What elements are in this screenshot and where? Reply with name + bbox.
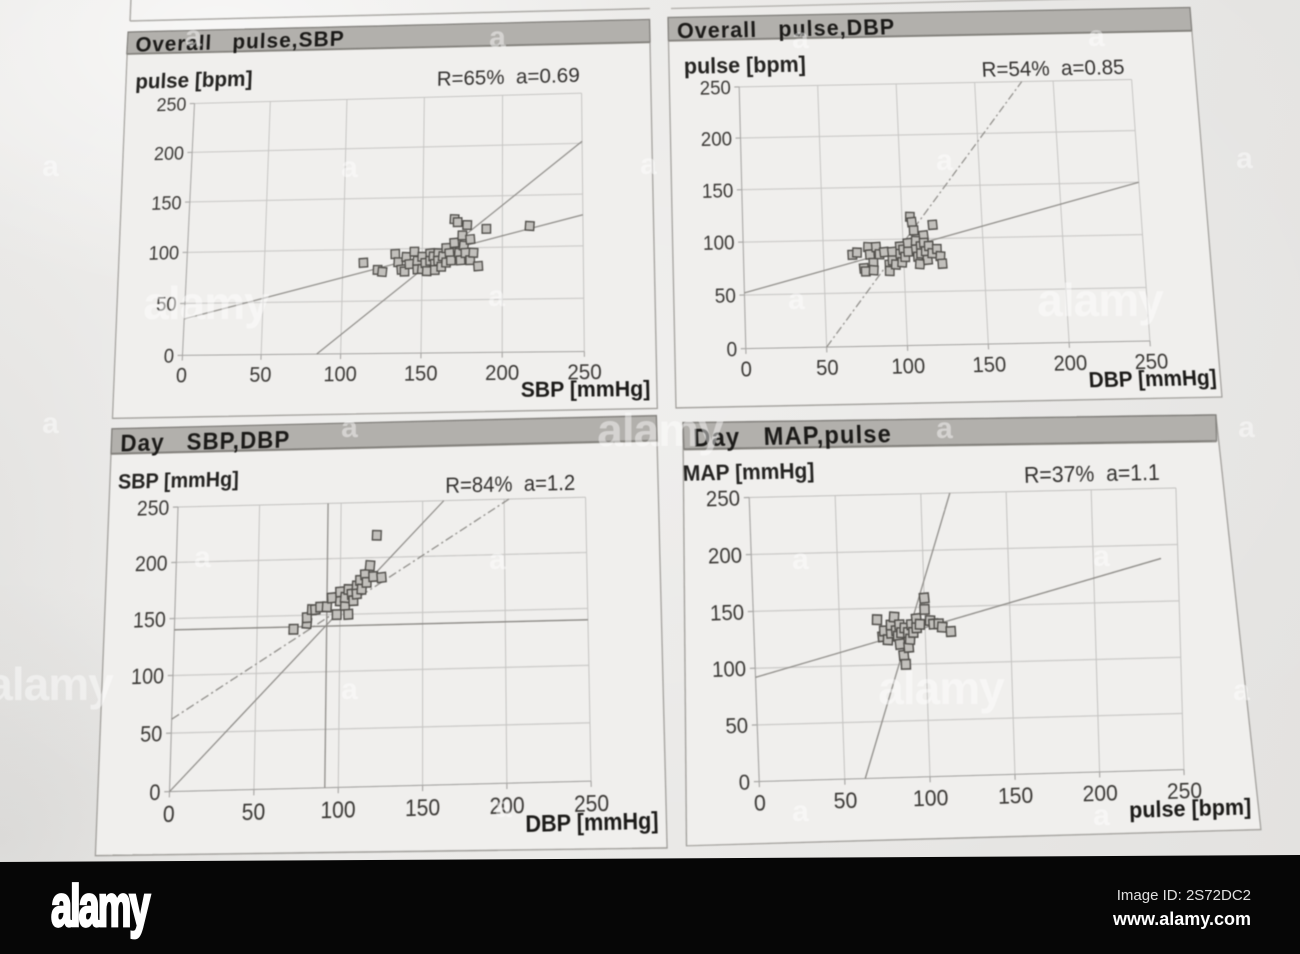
- svg-text:150: 150: [405, 796, 440, 822]
- svg-text:50: 50: [249, 363, 272, 387]
- svg-text:250: 250: [1167, 778, 1203, 804]
- svg-text:100: 100: [148, 242, 180, 264]
- svg-text:150: 150: [972, 353, 1007, 378]
- svg-text:250: 250: [574, 791, 610, 817]
- svg-text:200: 200: [153, 143, 184, 165]
- svg-text:0: 0: [754, 790, 767, 815]
- svg-text:0: 0: [163, 802, 176, 828]
- svg-text:250: 250: [700, 77, 732, 99]
- svg-text:DBP [mmHg]: DBP [mmHg]: [1088, 366, 1217, 393]
- svg-text:pulse [bpm]: pulse [bpm]: [135, 68, 253, 94]
- svg-text:150: 150: [404, 361, 438, 385]
- svg-text:250: 250: [567, 360, 602, 385]
- svg-text:R=84% a=1.2: R=84% a=1.2: [445, 472, 575, 499]
- svg-text:150: 150: [998, 783, 1034, 809]
- svg-text:0: 0: [738, 771, 750, 795]
- svg-text:200: 200: [1053, 351, 1088, 376]
- svg-text:50: 50: [725, 714, 749, 739]
- svg-text:SBP [mmHg]: SBP [mmHg]: [118, 468, 239, 494]
- svg-text:0: 0: [726, 338, 737, 361]
- svg-text:Overall pulse,DBP: Overall pulse,DBP: [677, 14, 896, 43]
- svg-text:250: 250: [705, 486, 740, 511]
- svg-text:200: 200: [701, 128, 733, 150]
- svg-text:250: 250: [1134, 350, 1170, 375]
- svg-text:Day SBP,DBP: Day SBP,DBP: [120, 426, 291, 457]
- svg-text:200: 200: [485, 360, 519, 384]
- svg-text:50: 50: [140, 723, 163, 747]
- svg-text:DBP [mmHg]: DBP [mmHg]: [525, 808, 659, 838]
- svg-text:Day MAP,pulse: Day MAP,pulse: [693, 421, 893, 453]
- svg-text:100: 100: [703, 231, 735, 254]
- svg-text:0: 0: [149, 782, 161, 806]
- svg-text:100: 100: [913, 785, 949, 811]
- svg-text:100: 100: [891, 355, 926, 380]
- svg-text:0: 0: [163, 345, 175, 367]
- svg-text:R=37% a=1.1: R=37% a=1.1: [1024, 460, 1160, 488]
- svg-text:MAP [mmHg]: MAP [mmHg]: [682, 458, 814, 486]
- svg-text:50: 50: [816, 356, 839, 380]
- svg-text:200: 200: [1082, 781, 1118, 807]
- svg-text:200: 200: [135, 553, 168, 577]
- svg-text:100: 100: [131, 666, 165, 690]
- svg-text:100: 100: [320, 798, 356, 824]
- svg-text:pulse [bpm]: pulse [bpm]: [684, 51, 807, 79]
- svg-text:250: 250: [137, 498, 170, 521]
- svg-text:alamy: alamy: [51, 874, 151, 939]
- svg-text:200: 200: [708, 543, 743, 568]
- svg-text:50: 50: [241, 800, 265, 826]
- svg-text:100: 100: [712, 657, 747, 682]
- svg-text:0: 0: [740, 358, 752, 382]
- svg-text:250: 250: [156, 94, 187, 116]
- svg-text:0: 0: [176, 363, 188, 387]
- svg-text:50: 50: [833, 788, 858, 814]
- svg-text:150: 150: [151, 192, 183, 214]
- svg-text:200: 200: [489, 794, 524, 820]
- svg-text:R=54% a=0.85: R=54% a=0.85: [981, 56, 1125, 82]
- svg-text:100: 100: [323, 362, 357, 386]
- svg-text:150: 150: [710, 600, 745, 625]
- svg-text:R=65% a=0.69: R=65% a=0.69: [437, 64, 580, 91]
- svg-text:SBP [mmHg]: SBP [mmHg]: [521, 377, 651, 402]
- svg-text:50: 50: [714, 284, 736, 307]
- svg-text:50: 50: [156, 293, 178, 315]
- svg-text:150: 150: [702, 179, 734, 202]
- svg-text:pulse [bpm]: pulse [bpm]: [1129, 794, 1252, 823]
- svg-text:150: 150: [133, 609, 167, 633]
